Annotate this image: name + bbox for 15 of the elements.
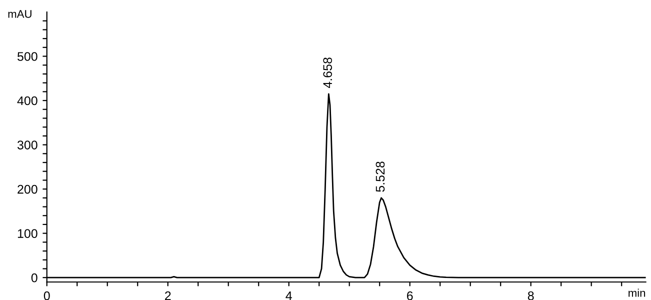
annotation: 5.528 — [376, 162, 385, 192]
y-tick-label: 100 — [18, 229, 38, 238]
y-axis-title: mAU — [8, 10, 32, 18]
x-tick-label: 4 — [286, 291, 292, 300]
annotation: 4.658 — [323, 58, 332, 88]
y-tick-label: 0 — [31, 273, 38, 282]
y-tick-label: 300 — [17, 140, 38, 150]
x-tick-label: 0 — [44, 291, 50, 300]
x-axis-title: min — [628, 288, 646, 297]
x-tick-label: 6 — [407, 291, 413, 300]
y-tick-label: 500 — [17, 52, 38, 61]
x-tick-label: 8 — [528, 291, 534, 300]
x-tick-label: 2 — [165, 291, 171, 300]
y-tick-label: 400 — [17, 96, 38, 106]
y-tick-label: 200 — [18, 184, 38, 194]
